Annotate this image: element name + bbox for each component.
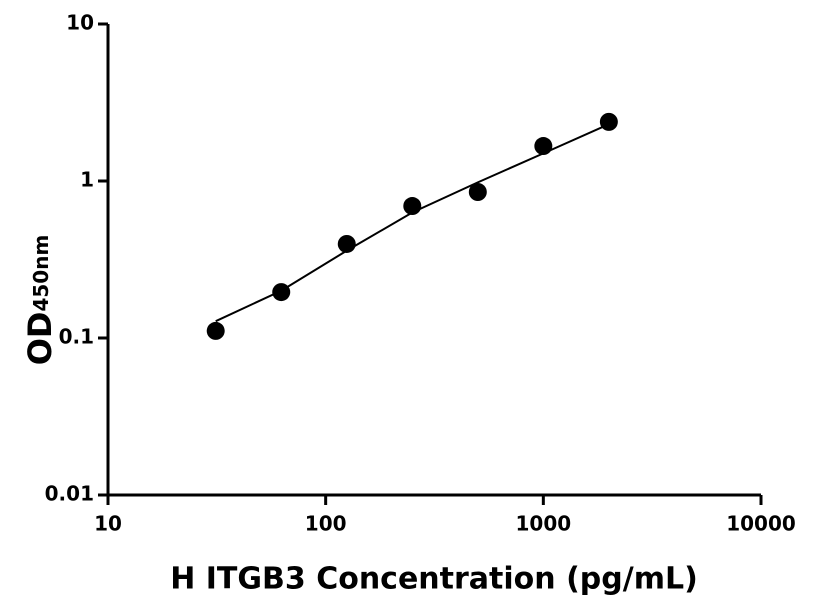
x-tick-label: 10 [94,512,122,536]
y-tick-label: 0.1 [59,325,94,349]
data-point [468,183,487,202]
x-tick-label: 1000 [515,512,571,536]
data-point [337,234,356,253]
y-axis-label-subscript: 450nm [29,235,53,312]
x-tick-label: 100 [305,512,347,536]
y-tick-label: 1 [80,168,94,192]
y-axis-label: OD [21,312,59,366]
y-axis-label-group: OD450nm [21,235,59,366]
x-axis-label: H ITGB3 Concentration (pg/mL) [170,562,698,597]
data-point [599,112,618,131]
data-point [534,137,553,156]
data-point [206,321,225,340]
data-point [272,283,291,302]
y-tick-label: 10 [66,11,94,35]
x-tick-label: 10000 [726,512,796,536]
y-tick-label: 0.01 [45,482,94,506]
data-point [403,197,422,216]
